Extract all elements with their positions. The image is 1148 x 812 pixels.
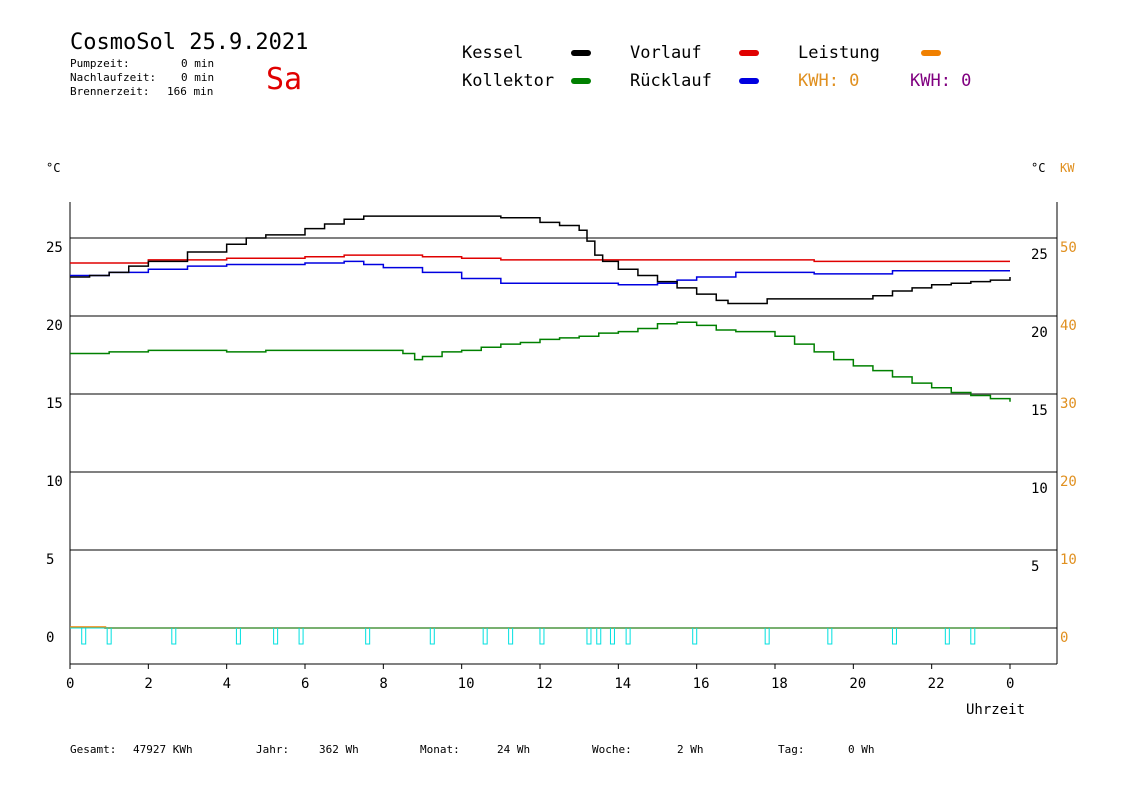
- pump-pulse: [508, 627, 514, 645]
- series-line-ruecklauf: [70, 260, 1010, 286]
- legend-vorlauf-swatch: [739, 50, 759, 56]
- legend-leistung-swatch: [921, 50, 941, 56]
- burner-time-label: Brennerzeit:: [70, 85, 150, 98]
- burner-time-value: 166 min: [167, 85, 214, 98]
- footer-jahr-value: 362 Wh: [319, 743, 359, 756]
- legend-leistung-label: Leistung: [798, 43, 880, 63]
- series-line-kessel: [70, 215, 1011, 305]
- pump-pulse: [944, 627, 950, 645]
- y-right2-tick-label: 20: [1060, 474, 1077, 490]
- pump-pulse: [365, 627, 371, 645]
- x-tick-label: 6: [301, 676, 309, 692]
- footer-tag-value: 0 Wh: [848, 743, 875, 756]
- pump-pulse: [235, 627, 241, 645]
- footer-tag-label: Tag:: [778, 743, 805, 756]
- footer-gesamt-value: 47927 KWh: [133, 743, 193, 756]
- pump-time-label: Pumpzeit:: [70, 57, 130, 70]
- legend-kollektor-swatch: [571, 78, 591, 84]
- x-tick-label: 16: [693, 676, 710, 692]
- footer-monat-value: 24 Wh: [497, 743, 531, 756]
- pump-pulse: [482, 627, 488, 645]
- x-axis-label: Uhrzeit: [966, 702, 1025, 718]
- pump-pulse: [273, 627, 279, 645]
- pump-pulse: [106, 627, 112, 645]
- pump-pulse: [81, 627, 87, 645]
- y-right2-tick-label: 10: [1060, 552, 1077, 568]
- x-tick-label: 2: [144, 676, 152, 692]
- y-left-tick-label: 25: [46, 240, 63, 256]
- after-run-time-label: Nachlaufzeit:: [70, 71, 157, 84]
- footer-woche-label: Woche:: [592, 743, 632, 756]
- pump-time-value: 0 min: [181, 57, 215, 70]
- x-tick-label: 10: [458, 676, 475, 692]
- y-right-tick-label: 15: [1031, 403, 1048, 419]
- y-left-tick-label: 5: [46, 552, 54, 568]
- y-right-unit: °C: [1031, 161, 1045, 175]
- y-left-tick-label: 15: [46, 396, 63, 412]
- x-tick-label: 20: [849, 676, 866, 692]
- y-left-tick-label: 10: [46, 474, 63, 490]
- pump-pulse: [970, 627, 976, 645]
- pump-pulse: [171, 627, 177, 645]
- legend-kwh-purple: KWH: 0: [910, 71, 972, 91]
- y-right-tick-label: 10: [1031, 481, 1048, 497]
- y-left-tick-label: 0: [46, 630, 54, 646]
- y-right2-tick-label: 50: [1060, 240, 1077, 256]
- y-right-tick-label: 5: [1031, 559, 1039, 575]
- y-left-unit: °C: [46, 161, 60, 175]
- x-tick-label: 14: [614, 676, 631, 692]
- y-right2-tick-label: 30: [1060, 396, 1077, 412]
- pump-pulse: [692, 627, 698, 645]
- series-line-kollektor: [70, 321, 1011, 402]
- pump-pulse: [764, 627, 770, 645]
- pump-pulse: [891, 627, 897, 645]
- pump-pulse: [827, 627, 833, 645]
- y-right2-unit: KW: [1060, 161, 1075, 175]
- y-right2-tick-label: 0: [1060, 630, 1068, 646]
- page-title: CosmoSol 25.9.2021: [70, 30, 309, 55]
- x-tick-label: 4: [223, 676, 231, 692]
- x-tick-label: 0: [1006, 676, 1014, 692]
- x-tick-label: 18: [771, 676, 788, 692]
- footer-monat-label: Monat:: [420, 743, 460, 756]
- legend-ruecklauf-swatch: [739, 78, 759, 84]
- pump-pulse: [625, 627, 631, 645]
- weekday-label: Sa: [266, 62, 303, 97]
- y-left-tick-label: 20: [46, 318, 63, 334]
- pump-pulse: [609, 627, 615, 645]
- after-run-time-value: 0 min: [181, 71, 215, 84]
- x-tick-label: 12: [536, 676, 553, 692]
- x-tick-label: 8: [379, 676, 387, 692]
- series-line-vorlauf: [70, 254, 1010, 264]
- legend-kessel-label: Kessel: [462, 43, 524, 63]
- footer-jahr-label: Jahr:: [256, 743, 290, 756]
- legend-vorlauf-label: Vorlauf: [630, 43, 702, 63]
- pump-pulse: [539, 627, 545, 645]
- plot-area: 0 5 10 15 20 25 5 10 15 20 25 0 10 20 30 40 50 0 2 4 6 8 10 12 1…: [46, 202, 1077, 692]
- x-tick-label: 0: [66, 676, 74, 692]
- footer-gesamt-label: Gesamt:: [70, 743, 117, 756]
- legend-ruecklauf-label: Rücklauf: [630, 71, 712, 91]
- y-right2-tick-label: 40: [1060, 318, 1077, 334]
- legend-kwh-orange: KWH: 0: [798, 71, 860, 91]
- pump-pulse: [586, 627, 592, 645]
- y-right-tick-label: 25: [1031, 247, 1048, 263]
- x-tick-label: 22: [928, 676, 945, 692]
- pump-pulse: [596, 627, 602, 645]
- footer-woche-value: 2 Wh: [677, 743, 704, 756]
- legend-kollektor-label: Kollektor: [462, 71, 555, 91]
- legend-kessel-swatch: [571, 50, 591, 56]
- pump-pulse: [298, 627, 304, 645]
- y-right-tick-label: 20: [1031, 325, 1048, 341]
- pump-pulse: [429, 627, 435, 645]
